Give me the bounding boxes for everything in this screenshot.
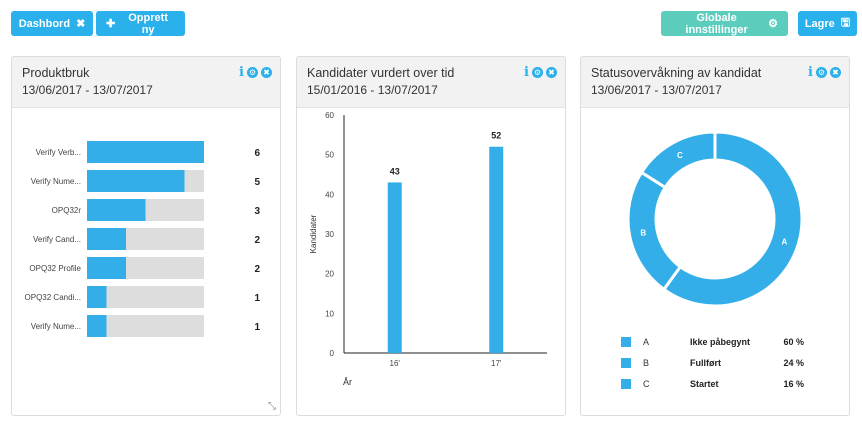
- legend-key: A: [643, 337, 649, 347]
- legend-swatch: [621, 379, 631, 389]
- bar[interactable]: [87, 199, 146, 221]
- bar[interactable]: [87, 170, 185, 192]
- candidate-status-chart: A B C A Ikke påbegynt 60 % B Fullført 24 % C Start…: [621, 130, 804, 389]
- category-label: OPQ32r: [52, 206, 82, 215]
- save-button[interactable]: Lagre 🖫: [798, 11, 857, 36]
- y-tick-label: 0: [330, 349, 335, 358]
- value-label: 5: [254, 177, 260, 188]
- create-new-label: Opprett ny: [128, 11, 168, 36]
- panel-header: Kandidater vurdert over tid 15/01/2016 -…: [297, 57, 565, 108]
- category-label: OPQ32 Profile: [29, 264, 81, 273]
- legend-label: Fullført: [690, 358, 721, 368]
- x-tick-label: 16': [390, 359, 401, 368]
- x-axis-label: År: [343, 377, 352, 387]
- bar-track: [87, 286, 204, 308]
- panel-title: Statusovervåkning av kandidat: [591, 66, 762, 80]
- donut-slice[interactable]: [639, 130, 717, 190]
- legend-key: B: [643, 358, 649, 368]
- resize-icon[interactable]: ⤡: [268, 401, 276, 412]
- y-tick-label: 10: [325, 309, 334, 318]
- y-tick-label: 40: [325, 190, 334, 199]
- product-usage-panel: Produktbruk 13/06/2017 - 13/07/2017 i ⚙ …: [11, 56, 281, 416]
- settings-icon[interactable]: ⚙: [247, 67, 258, 78]
- category-label: Verify Cand...: [33, 235, 81, 244]
- y-tick-label: 60: [325, 111, 334, 120]
- candidates-over-time-chart: 0 10 20 30 40 50 60 43 16' 52 17' År Kandidater: [309, 111, 547, 387]
- close-icon[interactable]: ✖: [830, 67, 841, 78]
- value-label: 43: [390, 166, 400, 176]
- bar[interactable]: [87, 228, 126, 250]
- info-icon[interactable]: i: [524, 65, 529, 80]
- global-settings-label: Globale innstillinger: [685, 11, 748, 36]
- bar[interactable]: [87, 286, 107, 308]
- slice-label: A: [782, 238, 788, 247]
- panel-header: Statusovervåkning av kandidat 13/06/2017…: [581, 57, 849, 108]
- info-icon[interactable]: i: [239, 65, 244, 80]
- category-label: Verify Verb...: [36, 148, 81, 157]
- category-label: Verify Nume...: [31, 322, 81, 331]
- y-axis-label: Kandidater: [309, 214, 318, 253]
- legend-value: 16 %: [783, 379, 804, 389]
- category-label: Verify Nume...: [31, 177, 81, 186]
- legend-swatch: [621, 337, 631, 347]
- panel-title: Produktbruk: [22, 66, 90, 80]
- value-label: 52: [491, 131, 501, 141]
- value-label: 1: [254, 322, 260, 333]
- bar[interactable]: [387, 182, 402, 353]
- panel-icons: i ⚙ ✖: [808, 66, 841, 79]
- candidates-over-time-panel: Kandidater vurdert over tid 15/01/2016 -…: [296, 56, 566, 416]
- value-label: 3: [254, 206, 260, 217]
- save-icon: 🖫: [840, 17, 851, 29]
- legend-label: Startet: [690, 379, 719, 389]
- panel-title: Kandidater vurdert over tid: [307, 66, 455, 80]
- close-icon[interactable]: ✖: [76, 18, 86, 30]
- settings-icon[interactable]: ⚙: [816, 67, 827, 78]
- dashboard-tab-label: Dashbord: [18, 17, 71, 30]
- panel-header: Produktbruk 13/06/2017 - 13/07/2017 i ⚙ …: [12, 57, 280, 108]
- legend-value: 24 %: [783, 358, 804, 368]
- save-label: Lagre: [804, 17, 835, 30]
- y-tick-label: 30: [325, 230, 334, 239]
- donut-slice[interactable]: [661, 130, 804, 308]
- close-icon[interactable]: ✖: [546, 67, 557, 78]
- global-settings-button[interactable]: Globale innstillinger ⚙: [661, 11, 788, 36]
- candidate-status-panel: Statusovervåkning av kandidat 13/06/2017…: [580, 56, 850, 416]
- legend-label: Ikke påbegynt: [690, 337, 750, 347]
- x-tick-label: 17': [491, 359, 502, 368]
- dashboard-tab-button[interactable]: Dashbord ✖: [11, 11, 93, 36]
- category-label: OPQ32 Candi...: [25, 293, 81, 302]
- value-label: 6: [254, 148, 260, 159]
- bar[interactable]: [87, 141, 204, 163]
- create-new-button[interactable]: ✚ Opprett ny: [96, 11, 185, 36]
- slice-label: C: [677, 151, 683, 160]
- y-tick-label: 50: [325, 151, 334, 160]
- legend-swatch: [621, 358, 631, 368]
- value-label: 1: [254, 293, 260, 304]
- bar[interactable]: [489, 146, 504, 353]
- bar[interactable]: [87, 315, 107, 337]
- legend-key: C: [643, 379, 650, 389]
- plus-icon: ✚: [106, 18, 116, 30]
- y-tick-label: 20: [325, 270, 334, 279]
- value-label: 2: [254, 235, 260, 246]
- close-icon[interactable]: ✖: [261, 67, 272, 78]
- product-usage-chart: Verify Verb... 6 Verify Nume... 5 OPQ32r 3 Ver…: [25, 141, 260, 337]
- panel-date-range: 13/06/2017 - 13/07/2017: [591, 83, 722, 97]
- value-label: 2: [254, 264, 260, 275]
- info-icon[interactable]: i: [808, 65, 813, 80]
- donut-slice[interactable]: [626, 170, 683, 292]
- panel-icons: i ⚙ ✖: [524, 66, 557, 79]
- gear-icon: ⚙: [768, 18, 778, 30]
- bar[interactable]: [87, 257, 126, 279]
- panel-icons: i ⚙ ✖: [239, 66, 272, 79]
- panel-date-range: 13/06/2017 - 13/07/2017: [22, 83, 153, 97]
- panel-date-range: 15/01/2016 - 13/07/2017: [307, 83, 438, 97]
- bar-track: [87, 315, 204, 337]
- legend-value: 60 %: [783, 337, 804, 347]
- settings-icon[interactable]: ⚙: [532, 67, 543, 78]
- slice-label: B: [640, 229, 646, 238]
